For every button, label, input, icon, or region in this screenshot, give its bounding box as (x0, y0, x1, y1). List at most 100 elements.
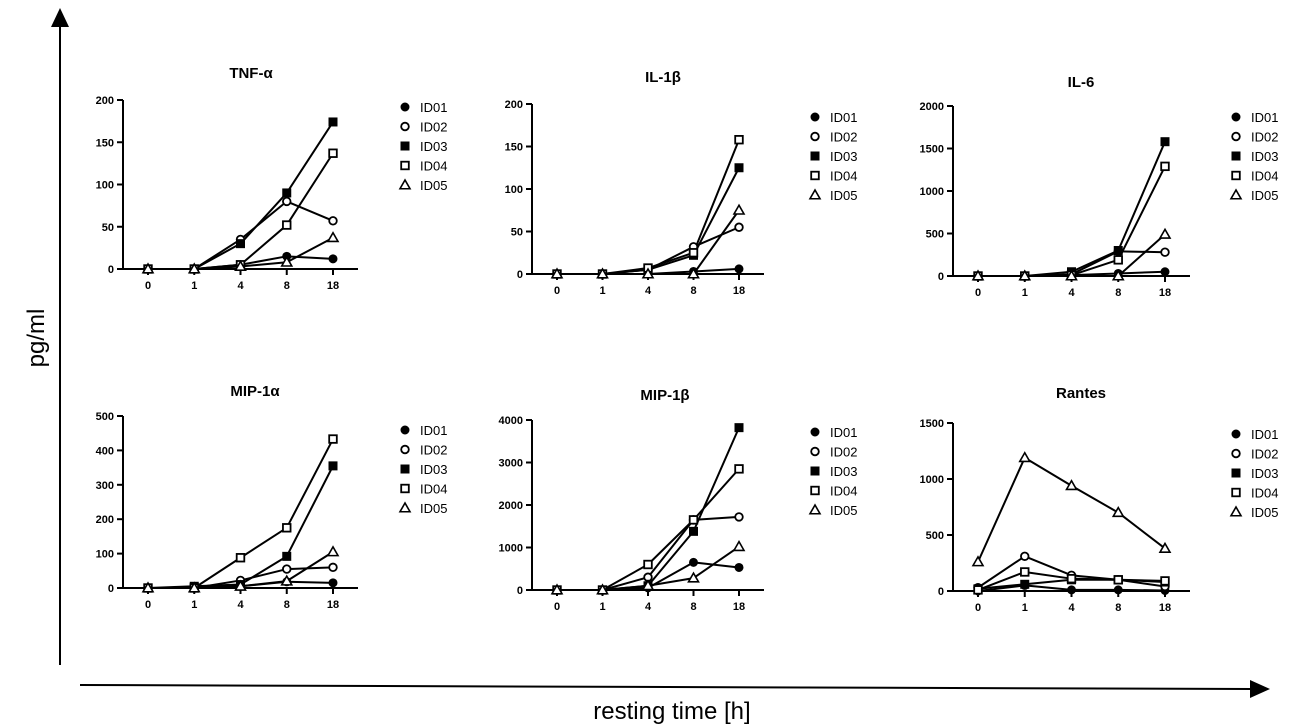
x-tick-label: 4 (1068, 287, 1075, 299)
legend-marker (400, 121, 410, 132)
y-tick-label: 200 (96, 95, 114, 107)
series-line-id03 (978, 141, 1166, 277)
x-tick-label: 18 (1159, 602, 1171, 614)
chart-panel-4: MIP-1α 0 100 200 300 400 500 0 1 4 8 18 ID01 ID02 ID03… (96, 383, 448, 611)
data-point-id05 (971, 555, 985, 567)
y-tick-label: 500 (926, 229, 944, 241)
legend-label: ID03 (1251, 149, 1278, 164)
legend-entry-id01: ID01 (1231, 427, 1278, 442)
x-tick-label: 4 (237, 599, 244, 611)
legend-marker (400, 464, 410, 474)
legend-marker (400, 483, 410, 494)
y-tick-label: 0 (517, 585, 523, 597)
data-point-id04 (734, 134, 744, 145)
legend-marker (400, 141, 410, 151)
data-point-id04 (973, 585, 983, 595)
legend-entry-id05: ID05 (808, 188, 857, 203)
data-point-id04 (1160, 161, 1170, 172)
legend-label: ID02 (830, 130, 857, 145)
data-point-id05 (687, 267, 700, 279)
legend-marker (810, 485, 820, 496)
legend-marker (1231, 468, 1241, 478)
data-point-id01 (734, 264, 744, 274)
legend-marker (810, 170, 820, 181)
x-tick-label: 1 (599, 285, 605, 297)
series-line-id04 (557, 139, 740, 275)
data-point-id02 (328, 562, 338, 573)
legend-marker (1231, 131, 1241, 142)
legend-entry-id04: ID04 (1231, 169, 1278, 184)
data-point-id04 (328, 148, 338, 158)
legend-entry-id03: ID03 (1231, 466, 1278, 481)
legend-label: ID01 (1251, 110, 1278, 125)
legend-label: ID02 (420, 443, 447, 458)
chart-panel-5: MIP-1β 0 1000 2000 3000 4000 0 1 4 8 18 ID01 ID02 ID0… (499, 387, 858, 613)
data-point-id05 (550, 583, 564, 595)
data-point-id05 (550, 267, 564, 279)
data-point-id04 (282, 220, 292, 230)
y-tick-label: 500 (96, 411, 114, 423)
legend-label: ID01 (420, 100, 447, 115)
y-tick-label: 2000 (920, 101, 944, 113)
legend-label: ID05 (830, 503, 857, 518)
data-point-id03 (328, 461, 338, 471)
data-point-id05 (641, 579, 655, 591)
legend-marker (810, 151, 820, 161)
global-x-axis-arrowhead (1250, 680, 1270, 698)
legend-label: ID03 (1251, 466, 1278, 481)
y-tick-label: 1000 (499, 543, 523, 555)
data-point-id05 (187, 262, 201, 274)
data-point-id04 (688, 515, 699, 525)
legend-label: ID03 (830, 149, 857, 164)
legend-label: ID01 (830, 110, 857, 125)
data-point-id05 (1158, 541, 1172, 553)
series-line-id03 (557, 167, 740, 275)
data-point-id01 (1160, 267, 1170, 277)
legend-marker (400, 425, 410, 435)
data-point-id03 (1020, 579, 1030, 589)
data-point-id05 (687, 571, 700, 583)
data-point-id04 (1020, 567, 1030, 577)
data-point-id05 (732, 203, 746, 215)
data-point-id03 (734, 163, 744, 173)
data-point-id05 (641, 267, 655, 279)
legend-marker (1231, 151, 1241, 161)
legend-marker (810, 466, 820, 476)
data-point-id05 (596, 583, 609, 595)
y-tick-label: 500 (926, 530, 944, 542)
x-tick-label: 4 (237, 280, 244, 292)
data-point-id04 (282, 523, 292, 533)
legend-entry-id03: ID03 (400, 139, 447, 154)
x-tick-label: 0 (975, 602, 981, 614)
legend-entry-id01: ID01 (1231, 110, 1278, 125)
data-point-id05 (280, 255, 294, 267)
legend-label: ID05 (420, 178, 447, 193)
y-tick-label: 2000 (499, 500, 523, 512)
x-tick-label: 1 (191, 280, 197, 292)
y-tick-label: 1000 (920, 474, 944, 486)
y-tick-label: 4000 (499, 415, 523, 427)
legend-marker (810, 112, 820, 122)
data-point-id03 (734, 423, 744, 433)
legend-entry-id05: ID05 (398, 501, 447, 516)
legend-entry-id03: ID03 (400, 462, 447, 477)
legend-marker (1229, 505, 1243, 517)
chart-title: MIP-1α (230, 383, 280, 400)
x-tick-label: 18 (1159, 287, 1171, 299)
x-tick-label: 8 (1115, 602, 1121, 614)
legend-label: ID02 (830, 445, 857, 460)
data-point-id02 (282, 564, 292, 574)
data-point-id05 (596, 267, 609, 279)
data-point-id02 (734, 512, 744, 522)
legend-entry-id02: ID02 (1231, 130, 1278, 145)
data-point-id02 (328, 216, 338, 226)
legend-marker (400, 160, 410, 171)
y-tick-label: 0 (938, 271, 944, 283)
legend-entry-id02: ID02 (810, 445, 857, 460)
y-tick-label: 1000 (920, 186, 944, 198)
legend-marker (810, 131, 820, 142)
x-tick-label: 8 (284, 599, 290, 611)
y-tick-label: 3000 (499, 458, 523, 470)
